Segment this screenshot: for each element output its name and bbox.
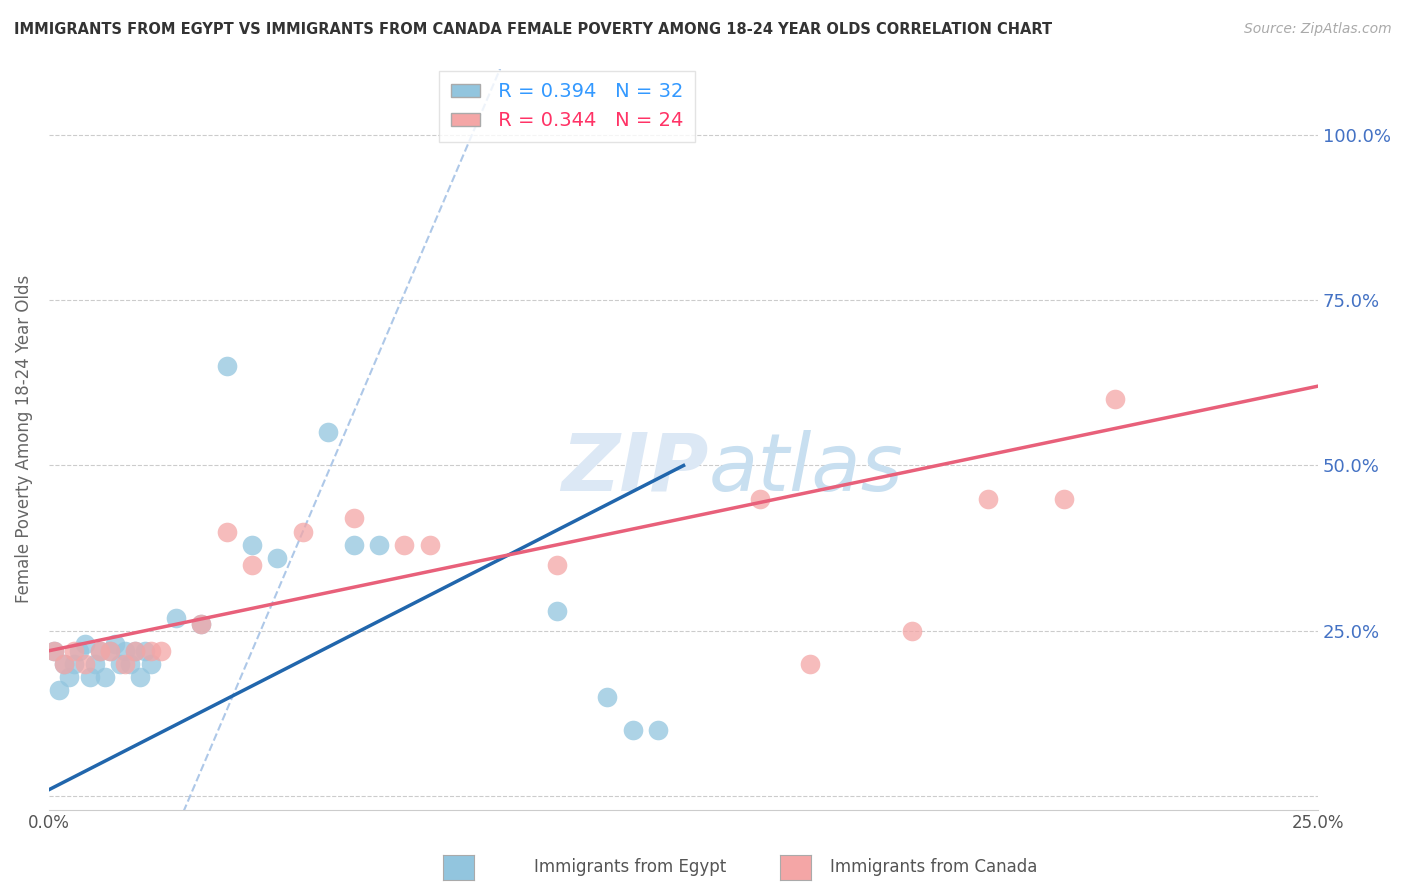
Text: IMMIGRANTS FROM EGYPT VS IMMIGRANTS FROM CANADA FEMALE POVERTY AMONG 18-24 YEAR : IMMIGRANTS FROM EGYPT VS IMMIGRANTS FROM… — [14, 22, 1052, 37]
Point — [215, 524, 238, 539]
Point — [58, 670, 80, 684]
Point — [94, 670, 117, 684]
Point — [748, 491, 770, 506]
Point — [342, 538, 364, 552]
Point — [215, 359, 238, 374]
Point — [42, 644, 65, 658]
Point — [114, 644, 136, 658]
Point — [546, 604, 568, 618]
Point — [89, 644, 111, 658]
Point — [63, 657, 86, 671]
Point — [79, 670, 101, 684]
Point — [73, 657, 96, 671]
Point — [98, 644, 121, 658]
Point — [48, 683, 70, 698]
Point — [240, 558, 263, 572]
Point — [190, 617, 212, 632]
Point — [89, 644, 111, 658]
Point — [104, 637, 127, 651]
Point — [129, 670, 152, 684]
Point — [134, 644, 156, 658]
Y-axis label: Female Poverty Among 18-24 Year Olds: Female Poverty Among 18-24 Year Olds — [15, 275, 32, 603]
Point — [977, 491, 1000, 506]
Text: Immigrants from Canada: Immigrants from Canada — [830, 858, 1036, 876]
Point — [149, 644, 172, 658]
Point — [139, 644, 162, 658]
Point — [546, 558, 568, 572]
Point — [394, 538, 416, 552]
Point — [42, 644, 65, 658]
Point — [266, 551, 288, 566]
Point — [240, 538, 263, 552]
Point — [53, 657, 76, 671]
Point — [419, 538, 441, 552]
Point — [120, 657, 142, 671]
Point — [53, 657, 76, 671]
Point — [291, 524, 314, 539]
Text: atlas: atlas — [709, 430, 904, 508]
Point — [647, 723, 669, 738]
Point — [139, 657, 162, 671]
Point — [799, 657, 821, 671]
Point — [901, 624, 924, 638]
Point — [108, 657, 131, 671]
Legend:  R = 0.394   N = 32,  R = 0.344   N = 24: R = 0.394 N = 32, R = 0.344 N = 24 — [440, 70, 695, 142]
Point — [67, 644, 90, 658]
Point — [124, 644, 146, 658]
Point — [368, 538, 391, 552]
Point — [1104, 392, 1126, 407]
Text: Source: ZipAtlas.com: Source: ZipAtlas.com — [1244, 22, 1392, 37]
Point — [596, 690, 619, 704]
Point — [621, 723, 644, 738]
Point — [342, 511, 364, 525]
Point — [124, 644, 146, 658]
Text: ZIP: ZIP — [561, 430, 709, 508]
Point — [316, 425, 339, 440]
Point — [63, 644, 86, 658]
Point — [165, 610, 187, 624]
Point — [114, 657, 136, 671]
Text: Immigrants from Egypt: Immigrants from Egypt — [534, 858, 727, 876]
Point — [98, 644, 121, 658]
Point — [1053, 491, 1076, 506]
Point — [83, 657, 105, 671]
Point — [73, 637, 96, 651]
Point — [190, 617, 212, 632]
